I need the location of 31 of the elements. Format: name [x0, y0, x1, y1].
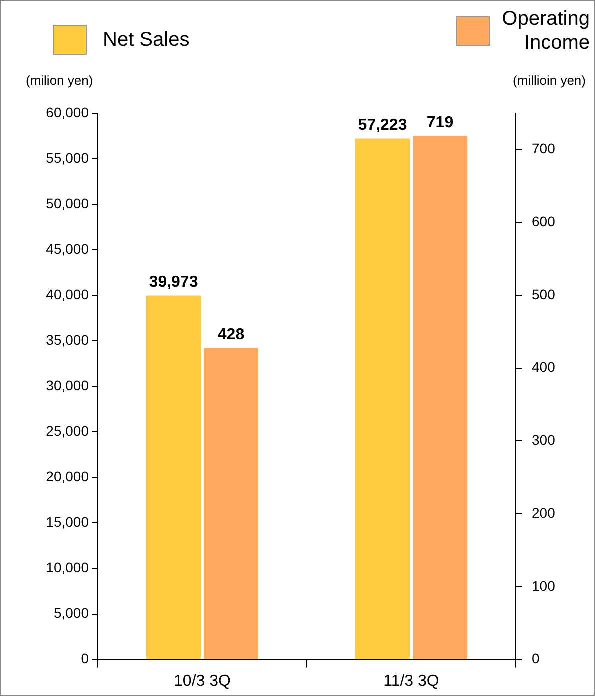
data-label: 428 [218, 326, 245, 344]
y2-tick-label: 200 [532, 504, 556, 521]
y-tick-label: 40,000 [46, 286, 90, 302]
y2-tick-label: 700 [532, 140, 556, 157]
y-tick-label: 50,000 [46, 195, 90, 212]
y-axis-title: (milion yen) [26, 73, 94, 88]
data-label: 57,223 [358, 117, 408, 134]
y-tick-label: 5,000 [54, 605, 90, 622]
y-tick-label: 25,000 [46, 422, 90, 439]
y2-tick-label: 600 [532, 214, 556, 230]
y-tick-label: 45,000 [46, 240, 90, 257]
y-tick-label: 30,000 [46, 377, 90, 394]
y2-tick-label: 0 [532, 650, 540, 667]
legend-label: Net Sales [103, 28, 190, 52]
y-tick-label: 60,000 [46, 104, 90, 120]
y2-tick-label: 100 [532, 578, 556, 594]
data-label: 719 [426, 114, 454, 132]
y2-tick-label: 400 [532, 359, 556, 376]
y-tick-label: 35,000 [46, 332, 90, 348]
y2-tick-label: 300 [532, 432, 556, 448]
y2-axis-title: (millioin yen) [513, 73, 586, 88]
y-tick-label: 55,000 [46, 150, 90, 166]
y-tick-label: 10,000 [46, 560, 90, 576]
y-tick-label: 0 [81, 650, 90, 667]
legend-label: Operating Income [501, 7, 590, 55]
x-tick-label: 11/3 3Q [384, 672, 440, 690]
x-tick-label: 10/3 3Q [174, 672, 231, 690]
y-tick-label: 15,000 [46, 514, 90, 530]
y-tick-label: 20,000 [46, 468, 90, 485]
y2-tick-label: 500 [532, 286, 556, 302]
data-label: 39,973 [149, 274, 198, 292]
